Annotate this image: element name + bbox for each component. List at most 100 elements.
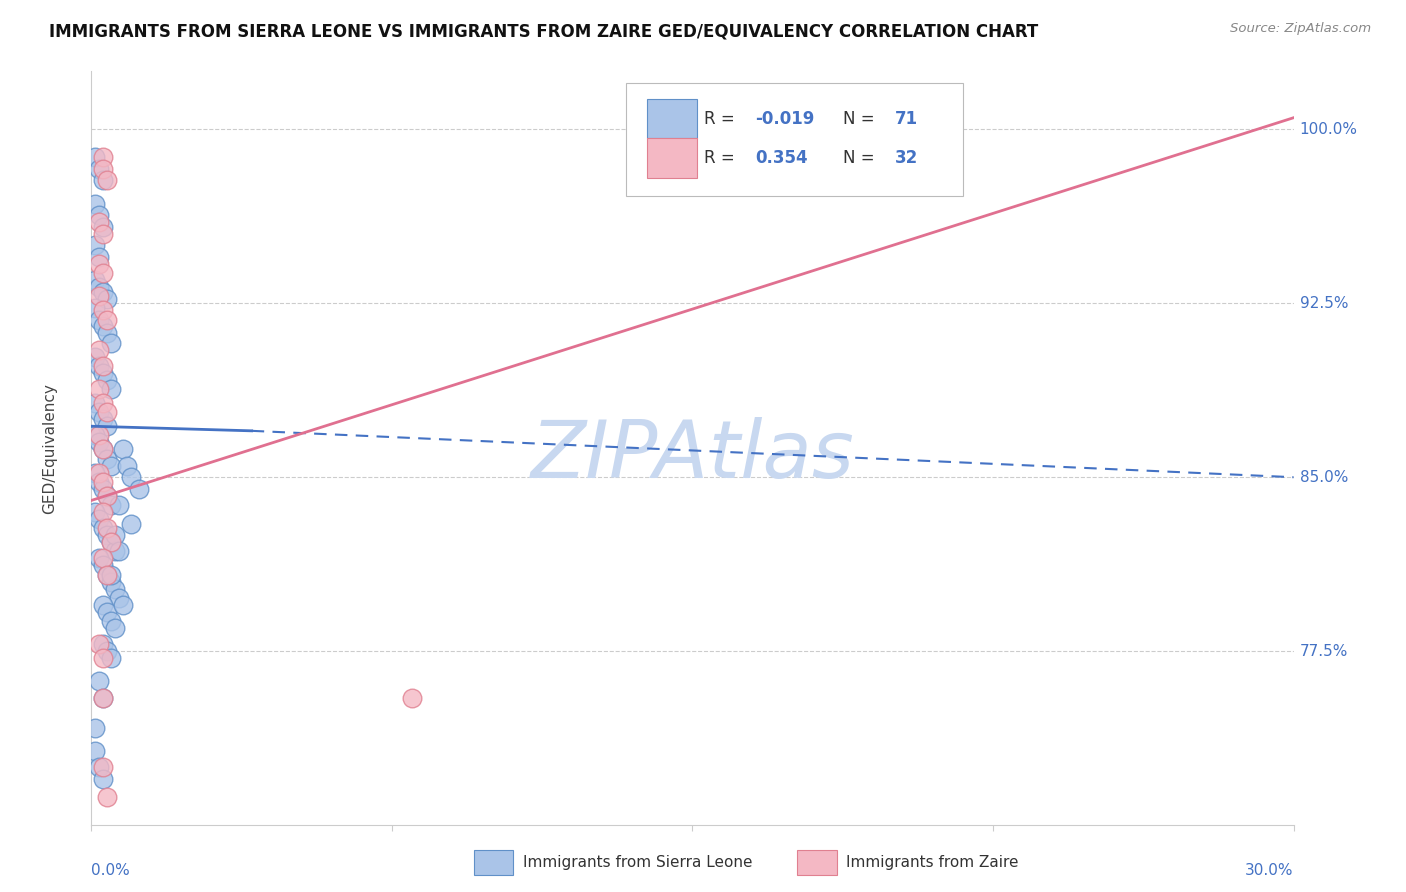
Point (89, 257, 111, 271)
Point (84, 273, 107, 287)
Text: -0.019: -0.019 (755, 110, 814, 128)
Point (89, 215, 111, 229)
Point (96, 567, 118, 582)
Point (121, 470, 143, 484)
Point (93, 285, 115, 299)
Point (89, 359, 111, 373)
Point (84, 428, 107, 442)
Point (84, 396, 107, 410)
Point (96, 326, 118, 341)
Text: IMMIGRANTS FROM SIERRA LEONE VS IMMIGRANTS FROM ZAIRE GED/EQUIVALENCY CORRELATIO: IMMIGRANTS FROM SIERRA LEONE VS IMMIGRAN… (49, 22, 1039, 40)
Point (117, 458, 139, 473)
Point (96, 173, 118, 187)
Point (96, 644, 118, 658)
Point (84, 744, 107, 758)
Point (93, 475, 115, 489)
Point (93, 637, 115, 651)
Point (93, 396, 115, 410)
Point (93, 161, 115, 176)
FancyBboxPatch shape (647, 138, 697, 178)
Point (89, 435, 111, 450)
Text: 100.0%: 100.0% (1299, 122, 1358, 136)
Point (89, 405, 111, 419)
Point (112, 598, 135, 612)
Text: GED/Equivalency: GED/Equivalency (42, 383, 56, 514)
Point (89, 512, 111, 526)
Text: ZIPAtlas: ZIPAtlas (530, 417, 855, 495)
Point (96, 489, 118, 503)
Point (96, 521, 118, 535)
Point (89, 551, 111, 566)
Point (100, 651, 122, 665)
Point (93, 227, 115, 241)
Text: 92.5%: 92.5% (1299, 296, 1348, 310)
Point (93, 690, 115, 705)
Point (93, 366, 115, 380)
Point (93, 173, 115, 187)
Point (89, 208, 111, 222)
Point (100, 458, 122, 473)
Point (100, 614, 122, 628)
Point (100, 567, 122, 582)
Point (100, 574, 122, 589)
Point (93, 412, 115, 426)
Point (96, 790, 118, 805)
Point (84, 350, 107, 364)
Point (89, 674, 111, 689)
Point (108, 591, 131, 605)
Point (93, 760, 115, 774)
Point (93, 772, 115, 786)
Point (96, 528, 118, 542)
Text: 32: 32 (894, 149, 918, 167)
Point (96, 292, 118, 306)
Point (93, 442, 115, 457)
Point (89, 760, 111, 774)
Point (128, 482, 150, 496)
Point (112, 442, 135, 457)
Text: Source: ZipAtlas.com: Source: ZipAtlas.com (1230, 22, 1371, 36)
Text: 30.0%: 30.0% (1246, 863, 1294, 878)
Point (93, 359, 115, 373)
Text: 77.5%: 77.5% (1299, 644, 1348, 658)
Text: 0.354: 0.354 (755, 149, 807, 167)
Point (100, 382, 122, 396)
Point (93, 521, 115, 535)
Point (100, 535, 122, 549)
Point (93, 266, 115, 280)
Point (96, 567, 118, 582)
Point (84, 196, 107, 211)
Point (84, 721, 107, 735)
Point (104, 544, 127, 558)
Point (104, 528, 127, 542)
Point (100, 335, 122, 350)
Point (89, 312, 111, 326)
Point (89, 428, 111, 442)
Text: 85.0%: 85.0% (1299, 470, 1348, 484)
Point (89, 250, 111, 264)
Point (84, 301, 107, 315)
Point (93, 505, 115, 519)
Point (93, 551, 115, 566)
Point (93, 558, 115, 573)
Point (84, 150, 107, 164)
Point (89, 343, 111, 357)
Point (93, 150, 115, 164)
Point (84, 466, 107, 480)
Point (108, 498, 131, 512)
Point (89, 637, 111, 651)
Point (96, 312, 118, 326)
Point (89, 280, 111, 294)
Text: Immigrants from Zaire: Immigrants from Zaire (846, 855, 1019, 870)
Point (84, 238, 107, 252)
Point (93, 319, 115, 334)
Point (121, 516, 143, 531)
Point (96, 451, 118, 466)
Point (100, 498, 122, 512)
Point (93, 690, 115, 705)
Text: 0.0%: 0.0% (91, 863, 131, 878)
Point (84, 505, 107, 519)
Point (89, 466, 111, 480)
Point (89, 289, 111, 303)
Text: 71: 71 (894, 110, 918, 128)
FancyBboxPatch shape (647, 99, 697, 138)
